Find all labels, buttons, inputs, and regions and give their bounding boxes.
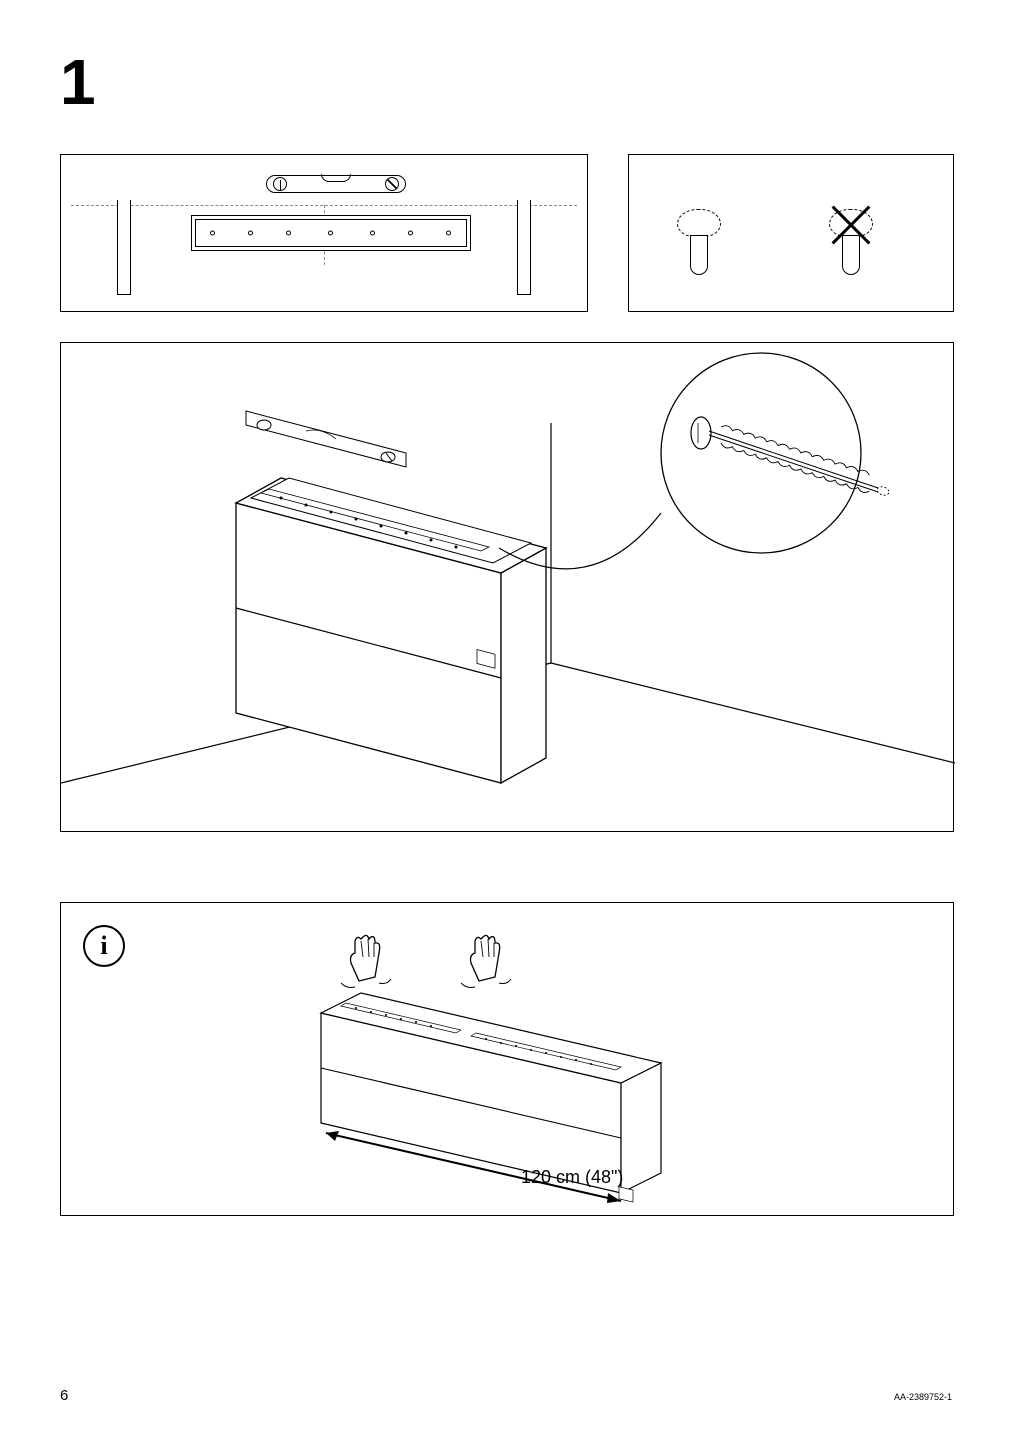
document-id: AA-2389752-1 <box>894 1392 952 1402</box>
wall-stud-left <box>117 200 131 295</box>
level-bubble-window <box>321 174 351 182</box>
page-number: 6 <box>60 1387 68 1404</box>
screw-shaft-icon <box>690 235 708 275</box>
info-cabinet-svg <box>61 903 955 1217</box>
panel-level-rail <box>60 154 588 312</box>
rail-hole-icon <box>408 231 413 236</box>
rail-hole-icon <box>328 231 333 236</box>
hand-left-icon <box>341 935 391 987</box>
dimension-label: 120 cm (48") <box>521 1167 623 1188</box>
rail-hole-icon <box>370 231 375 236</box>
rail-hole-icon <box>446 231 451 236</box>
rail-hole-icon <box>248 231 253 236</box>
panel-main-3d <box>60 342 954 832</box>
level-vial-icon <box>385 177 399 191</box>
wall-stud-right <box>517 200 531 295</box>
cross-out-icon <box>825 199 877 251</box>
rail-hole-icon <box>286 231 291 236</box>
panel-screw-guidance <box>628 154 954 312</box>
level-vial-icon <box>273 177 287 191</box>
rail-hole-icon <box>210 231 215 236</box>
isometric-cabinet-svg <box>61 343 955 833</box>
mounting-rail <box>191 215 471 251</box>
step-number: 1 <box>60 50 952 114</box>
panel-info: i <box>60 902 954 1216</box>
spirit-level-icon <box>266 175 406 193</box>
hand-right-icon <box>461 935 511 987</box>
screw-correct-icon <box>677 209 721 237</box>
